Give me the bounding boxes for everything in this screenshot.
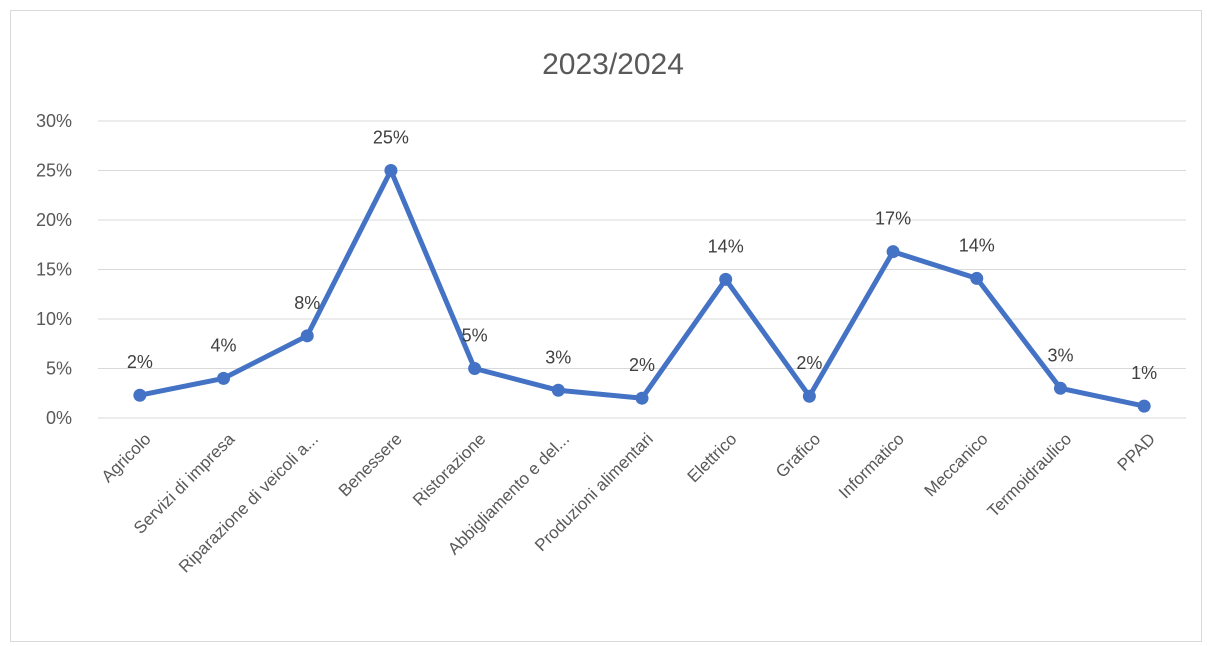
y-tick-label: 0% <box>46 408 72 428</box>
series-markers <box>133 164 1151 413</box>
data-label: 2% <box>796 353 822 373</box>
data-label: 25% <box>373 128 409 148</box>
x-category-label: Riparazione di veicoli a... <box>175 429 322 576</box>
x-category-label: Agricolo <box>98 429 155 486</box>
data-point <box>970 271 984 285</box>
y-tick-label: 20% <box>36 210 72 230</box>
data-label: 2% <box>127 352 153 372</box>
data-point <box>886 245 900 259</box>
chart-title: 2023/2024 <box>542 48 684 81</box>
y-tick-label: 25% <box>36 161 72 181</box>
y-axis-ticks: 0% 5% 10% 15% 20% 25% 30% <box>36 111 72 428</box>
data-point <box>802 389 816 403</box>
x-category-label: Grafico <box>772 429 824 481</box>
x-category-label: Informatico <box>835 429 908 502</box>
y-tick-label: 15% <box>36 260 72 280</box>
data-label: 4% <box>211 335 237 355</box>
data-label: 8% <box>294 293 320 313</box>
data-point <box>719 272 733 286</box>
data-label: 3% <box>545 347 571 367</box>
data-labels: 2% 4% 8% 25% 5% 3% 2% 14% 2% 17% 14% 3% 1% <box>127 128 1157 384</box>
x-category-label: Termoidraulico <box>984 429 1076 521</box>
data-label: 14% <box>959 235 995 255</box>
x-category-label: PPAD <box>1114 429 1159 474</box>
data-point <box>384 164 398 177</box>
data-label: 2% <box>629 355 655 375</box>
data-label: 1% <box>1131 363 1157 383</box>
data-point <box>551 383 565 397</box>
y-tick-label: 30% <box>36 111 72 131</box>
data-point <box>1137 399 1151 413</box>
x-category-label: Ristorazione <box>409 429 489 509</box>
data-label: 3% <box>1047 345 1073 365</box>
x-category-label: Elettrico <box>684 429 741 486</box>
data-label: 17% <box>875 209 911 229</box>
data-point <box>217 371 231 385</box>
gridlines <box>98 120 1186 419</box>
data-point <box>468 362 482 375</box>
data-point <box>300 329 314 343</box>
x-category-label: Benessere <box>335 429 406 500</box>
data-point <box>635 391 649 405</box>
y-tick-label: 10% <box>36 309 72 329</box>
data-label: 5% <box>462 326 488 346</box>
y-tick-label: 5% <box>46 359 72 379</box>
data-label: 14% <box>708 236 744 256</box>
chart-frame <box>10 10 1202 642</box>
data-point <box>133 388 147 402</box>
data-point <box>1053 381 1067 395</box>
x-category-label: Meccanico <box>921 429 992 500</box>
